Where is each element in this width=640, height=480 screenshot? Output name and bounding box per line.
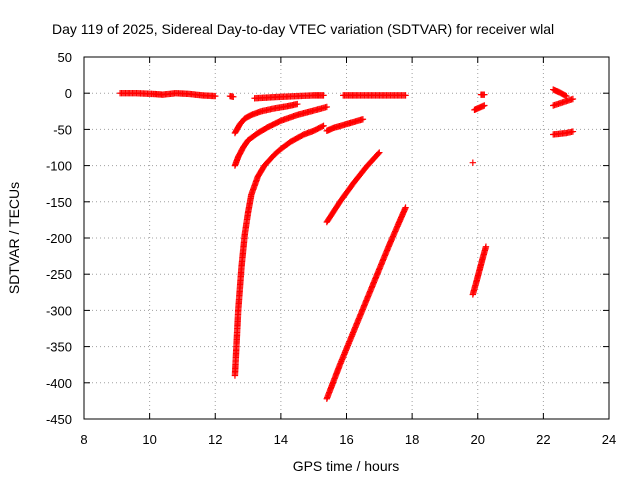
data-point: [402, 92, 409, 99]
series-near-zero-9-12h: [116, 90, 219, 100]
data-point: [323, 103, 331, 111]
x-tick-label: 14: [274, 432, 288, 447]
series-arc-a: [231, 100, 301, 137]
plot-frame: [83, 56, 610, 420]
axis-ticks: 8 10 12 14 16 18 20 22 24 50 0 -50 -100 -150 -200 -250 -…: [46, 50, 616, 447]
data-point: [469, 159, 477, 166]
series-spot-19-85h: [469, 159, 477, 166]
data-point: [319, 123, 326, 130]
y-tick-label: 0: [65, 86, 72, 101]
series-arc-j: [550, 95, 577, 109]
y-tick-label: -200: [46, 231, 72, 246]
series-arc-i: [550, 128, 577, 138]
y-tick-label: -100: [46, 159, 72, 174]
data-point: [569, 95, 577, 103]
x-tick-label: 12: [208, 432, 222, 447]
data-point: [481, 102, 488, 109]
y-tick-label: -450: [46, 412, 72, 427]
y-tick-label: -250: [46, 267, 72, 282]
data-point: [481, 91, 488, 98]
y-axis-label: SDTVAR / TECUs: [6, 182, 22, 294]
series-spot-12-5h: [226, 92, 237, 101]
x-tick-label: 18: [405, 432, 419, 447]
series-arc-k: [550, 86, 570, 100]
series-arc-d: [323, 116, 367, 135]
x-axis-label: GPS time / hours: [293, 458, 400, 474]
chart-title: Day 119 of 2025, Sidereal Day-to-day VTE…: [52, 21, 554, 37]
data-point: [375, 150, 382, 157]
series-near-zero-13-15-3h: [251, 92, 327, 102]
series-near-zero-15-8-17-9h: [340, 92, 409, 99]
y-tick-label: -150: [46, 195, 72, 210]
data-point: [376, 149, 383, 156]
data-point: [563, 92, 570, 100]
y-tick-label: 50: [58, 50, 72, 65]
grid: [84, 57, 609, 419]
data-point: [482, 243, 490, 250]
data-point: [230, 93, 237, 101]
data-point: [569, 128, 577, 135]
series-spot-20-1h: [477, 91, 488, 98]
series-arc-e: [323, 149, 383, 226]
y-tick-label: -50: [53, 122, 72, 137]
data-point: [320, 92, 327, 99]
y-tick-label: -300: [46, 303, 72, 318]
series-arc-h: [469, 243, 490, 298]
series-arc-b: [231, 103, 331, 169]
data-point: [294, 100, 301, 108]
x-tick-label: 10: [142, 432, 156, 447]
y-tick-label: -350: [46, 340, 72, 355]
series-arc-c: [231, 122, 327, 379]
series-arc-g: [471, 102, 488, 114]
data-point: [320, 122, 327, 129]
x-tick-label: 22: [536, 432, 550, 447]
data-point: [402, 204, 409, 211]
data-point: [359, 116, 367, 123]
x-tick-label: 20: [471, 432, 485, 447]
x-tick-label: 16: [339, 432, 353, 447]
data-points: [116, 86, 577, 402]
series-arc-f: [323, 204, 409, 402]
y-tick-label: -400: [46, 376, 72, 391]
x-tick-label: 24: [602, 432, 616, 447]
data-point: [212, 92, 219, 100]
data-point: [562, 92, 569, 99]
x-tick-label: 8: [80, 432, 87, 447]
